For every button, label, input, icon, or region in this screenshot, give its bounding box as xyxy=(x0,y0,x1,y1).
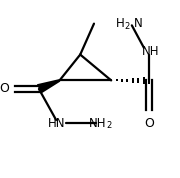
Text: O: O xyxy=(144,117,154,130)
Text: NH: NH xyxy=(142,45,159,58)
Text: 2: 2 xyxy=(106,122,111,130)
Text: N: N xyxy=(134,17,142,30)
Polygon shape xyxy=(37,79,60,94)
Text: H: H xyxy=(116,17,125,30)
Text: O: O xyxy=(0,82,9,96)
Text: HN: HN xyxy=(47,117,65,130)
Text: NH: NH xyxy=(89,117,106,130)
Text: 2: 2 xyxy=(124,22,129,31)
